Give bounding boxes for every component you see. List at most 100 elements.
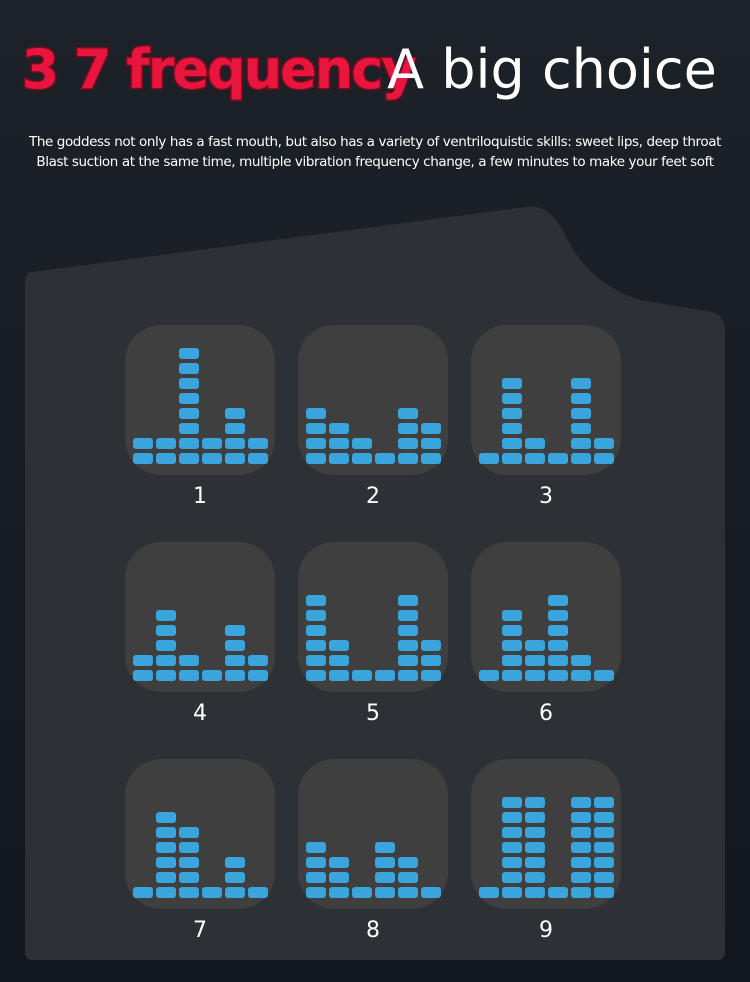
- eq-block: [248, 453, 268, 464]
- eq-block: [525, 827, 545, 838]
- eq-block: [502, 655, 522, 666]
- eq-block: [306, 408, 326, 419]
- eq-block: [202, 438, 222, 449]
- eq-block: [548, 625, 568, 636]
- eq-block: [156, 625, 176, 636]
- subtitle-line: The goddess not only has a fast mouth, b…: [28, 134, 721, 150]
- eq-block: [352, 887, 372, 898]
- eq-block: [421, 423, 441, 434]
- eq-block: [375, 453, 395, 464]
- eq-block: [502, 640, 522, 651]
- eq-block: [329, 655, 349, 666]
- eq-block: [525, 797, 545, 808]
- eq-block: [225, 670, 245, 681]
- mode-label: 4: [193, 701, 207, 726]
- eq-block: [398, 595, 418, 606]
- eq-block: [248, 655, 268, 666]
- eq-block: [398, 625, 418, 636]
- eq-block: [156, 640, 176, 651]
- eq-block: [421, 438, 441, 449]
- eq-block: [225, 408, 245, 419]
- eq-block: [133, 670, 153, 681]
- eq-block: [548, 670, 568, 681]
- eq-block: [179, 655, 199, 666]
- eq-block: [156, 887, 176, 898]
- mode-icon: [471, 759, 621, 909]
- eq-block: [502, 887, 522, 898]
- eq-block: [525, 872, 545, 883]
- eq-block: [329, 423, 349, 434]
- eq-block: [398, 438, 418, 449]
- eq-block: [594, 857, 614, 868]
- eq-block: [525, 670, 545, 681]
- eq-block: [398, 872, 418, 883]
- mode-label: 3: [539, 484, 553, 509]
- mode-label: 1: [193, 484, 207, 509]
- eq-block: [225, 438, 245, 449]
- eq-block: [225, 423, 245, 434]
- eq-block: [502, 378, 522, 389]
- eq-block: [502, 827, 522, 838]
- eq-block: [594, 887, 614, 898]
- eq-block: [306, 887, 326, 898]
- mode-icon: [298, 759, 448, 909]
- eq-block: [306, 625, 326, 636]
- eq-block: [133, 887, 153, 898]
- eq-block: [179, 670, 199, 681]
- title-accent: 3 7 frequency: [22, 38, 417, 101]
- eq-block: [248, 887, 268, 898]
- eq-block: [306, 655, 326, 666]
- eq-block: [179, 842, 199, 853]
- eq-block: [179, 887, 199, 898]
- eq-block: [502, 842, 522, 853]
- eq-block: [225, 887, 245, 898]
- eq-block: [525, 655, 545, 666]
- eq-block: [156, 827, 176, 838]
- eq-block: [306, 857, 326, 868]
- eq-block: [329, 438, 349, 449]
- eq-block: [525, 812, 545, 823]
- eq-block: [502, 872, 522, 883]
- eq-block: [479, 670, 499, 681]
- eq-block: [202, 887, 222, 898]
- eq-block: [398, 610, 418, 621]
- eq-block: [594, 797, 614, 808]
- mode-icon: [125, 759, 275, 909]
- mode-label: 9: [539, 918, 553, 943]
- eq-block: [398, 670, 418, 681]
- mode-icon: [471, 325, 621, 475]
- eq-block: [502, 393, 522, 404]
- eq-block: [329, 872, 349, 883]
- eq-block: [571, 655, 591, 666]
- eq-block: [179, 363, 199, 374]
- eq-block: [156, 842, 176, 853]
- eq-block: [156, 453, 176, 464]
- eq-block: [375, 670, 395, 681]
- eq-block: [375, 842, 395, 853]
- eq-block: [525, 438, 545, 449]
- eq-block: [156, 438, 176, 449]
- mode-label: 7: [193, 918, 207, 943]
- eq-block: [594, 872, 614, 883]
- eq-block: [352, 670, 372, 681]
- eq-block: [502, 857, 522, 868]
- mode-icon: [298, 542, 448, 692]
- eq-block: [133, 655, 153, 666]
- eq-block: [571, 842, 591, 853]
- eq-block: [548, 640, 568, 651]
- eq-block: [571, 887, 591, 898]
- eq-block: [502, 812, 522, 823]
- eq-block: [375, 872, 395, 883]
- eq-block: [502, 453, 522, 464]
- eq-block: [329, 640, 349, 651]
- eq-block: [571, 670, 591, 681]
- eq-block: [594, 438, 614, 449]
- eq-block: [502, 670, 522, 681]
- eq-block: [525, 640, 545, 651]
- eq-block: [156, 812, 176, 823]
- mode-label: 5: [366, 701, 380, 726]
- eq-block: [594, 453, 614, 464]
- mode-icon: [471, 542, 621, 692]
- eq-block: [352, 438, 372, 449]
